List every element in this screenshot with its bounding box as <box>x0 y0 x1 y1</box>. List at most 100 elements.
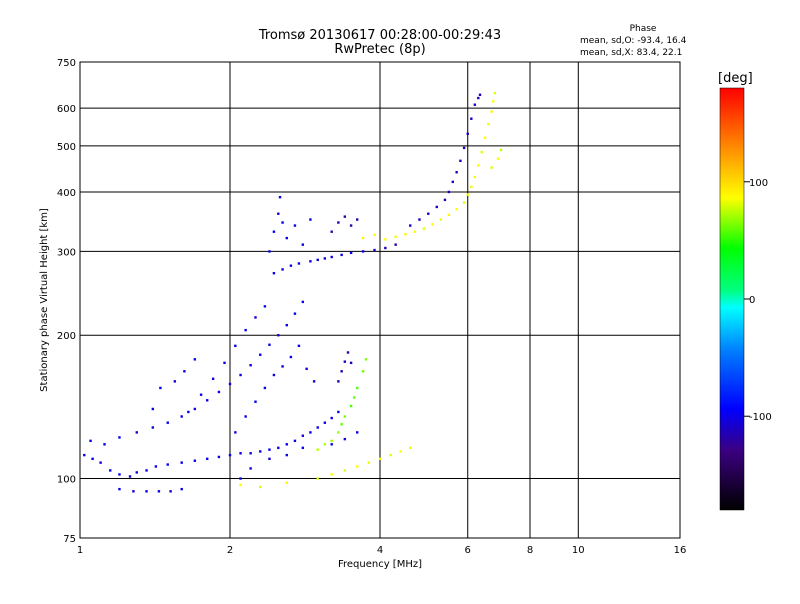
data-point-o <box>193 459 197 462</box>
data-point-o <box>193 407 197 411</box>
data-point-o <box>157 490 161 493</box>
colorbar-tick-label: 100 <box>749 178 768 189</box>
y-tick-label: 100 <box>57 475 76 486</box>
plot-frame <box>79 61 681 539</box>
data-point-o <box>234 344 237 348</box>
data-point-o <box>301 300 305 304</box>
data-point-o <box>268 250 271 253</box>
data-point-o <box>132 490 135 493</box>
data-point-o <box>459 159 462 163</box>
data-points <box>83 91 503 493</box>
data-point-o <box>239 373 242 377</box>
data-point-x <box>413 230 417 233</box>
data-point-o <box>281 365 284 368</box>
data-point-o <box>154 465 158 468</box>
data-point-o <box>343 360 347 363</box>
data-point-o <box>223 361 226 365</box>
phase-x-stats: mean, sd,X: 83.4, 22.1 <box>580 48 682 58</box>
data-point-o <box>268 457 271 461</box>
data-point-o <box>330 443 333 446</box>
data-point-x <box>431 223 434 226</box>
data-point-o <box>355 218 359 221</box>
data-point-o <box>309 260 312 263</box>
data-point-o <box>435 205 438 209</box>
data-point-o <box>297 344 301 348</box>
data-point-o <box>418 218 421 221</box>
y-axis-label: Stationary phase Virtual Height [km] <box>39 208 50 392</box>
x-tick-label: 1 <box>77 545 83 556</box>
data-point-o <box>228 382 232 386</box>
data-point-o <box>103 443 106 446</box>
data-point-o <box>145 490 148 493</box>
colorbar <box>719 87 745 511</box>
data-point-o <box>477 96 480 100</box>
data-point-x <box>364 358 368 361</box>
data-point-o <box>297 262 301 265</box>
data-point-x <box>496 157 500 160</box>
data-point-o <box>217 390 221 394</box>
data-point-o <box>340 370 343 373</box>
data-point-x <box>409 446 412 450</box>
x-tick-label: 10 <box>572 545 585 556</box>
y-axis-ticks: 75 100 200 300 400 500 600 750 <box>57 58 76 545</box>
data-point-x <box>361 370 365 373</box>
data-point-x <box>355 465 359 468</box>
data-point-x <box>394 235 397 238</box>
data-point-o <box>128 475 132 478</box>
data-point-o <box>211 377 215 380</box>
data-point-o <box>254 316 257 319</box>
data-point-o <box>228 453 232 457</box>
data-point-o <box>312 380 316 383</box>
data-point-o <box>346 351 350 354</box>
data-point-o <box>340 253 343 257</box>
data-point-o <box>99 461 102 464</box>
data-point-x <box>285 481 288 484</box>
data-point-x <box>490 166 493 169</box>
data-point-o <box>272 272 276 275</box>
colorbar-ticks: 100 0 -100 <box>744 178 772 423</box>
data-point-o <box>316 258 319 262</box>
data-point-x <box>493 91 497 95</box>
data-point-x <box>373 233 376 237</box>
data-point-o <box>470 117 473 120</box>
data-point-x <box>480 150 483 154</box>
data-point-x <box>330 473 333 476</box>
data-point-x <box>399 450 402 453</box>
data-point-o <box>409 224 412 227</box>
data-point-o <box>277 446 280 450</box>
data-point-o <box>277 212 280 215</box>
data-point-o <box>193 358 197 361</box>
data-point-o <box>187 410 190 414</box>
data-point-x <box>422 227 426 230</box>
data-point-o <box>91 457 94 461</box>
data-point-o <box>205 457 209 461</box>
data-point-o <box>263 386 267 390</box>
data-point-x <box>492 100 495 103</box>
data-point-o <box>135 471 138 474</box>
colorbar-tick-label: 0 <box>749 295 755 306</box>
y-tick-label: 750 <box>57 58 76 69</box>
data-point-o <box>384 246 387 250</box>
data-point-x <box>439 218 443 221</box>
data-point-x <box>404 233 407 236</box>
data-point-o <box>323 257 327 260</box>
data-point-o <box>349 361 353 365</box>
data-point-o <box>466 132 469 135</box>
data-point-o <box>169 490 172 493</box>
data-point-x <box>352 396 356 399</box>
data-point-o <box>394 243 397 246</box>
data-point-x <box>343 469 347 472</box>
data-point-o <box>259 450 262 453</box>
data-point-x <box>343 415 347 418</box>
data-point-o <box>180 461 183 464</box>
data-point-o <box>289 264 293 267</box>
data-point-o <box>183 370 186 373</box>
data-point-o <box>285 453 288 457</box>
x-tick-label: 2 <box>227 545 233 556</box>
data-point-o <box>330 416 333 420</box>
data-point-o <box>249 452 252 455</box>
data-point-o <box>166 463 169 466</box>
data-point-o <box>277 334 280 337</box>
x-tick-label: 6 <box>465 545 471 556</box>
data-point-o <box>278 195 282 199</box>
